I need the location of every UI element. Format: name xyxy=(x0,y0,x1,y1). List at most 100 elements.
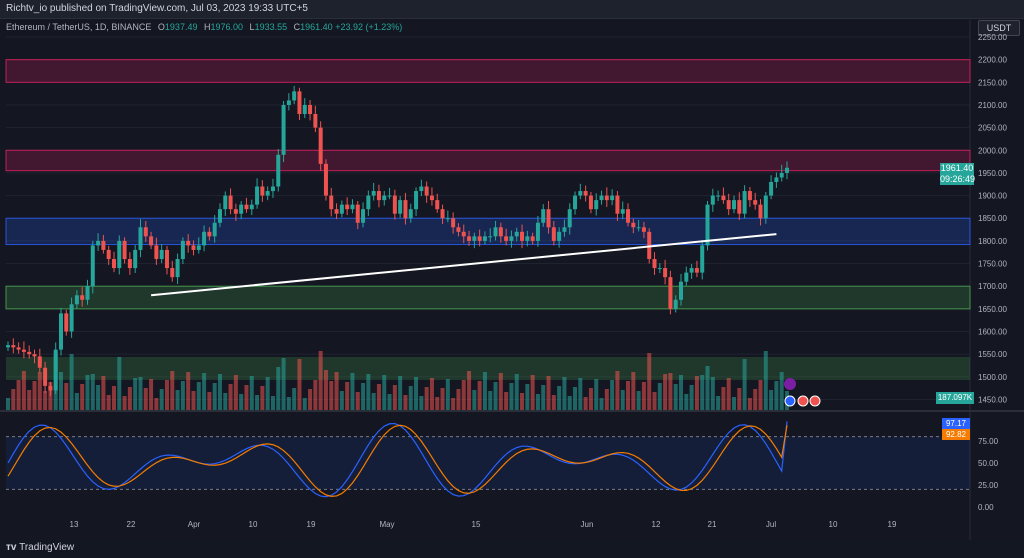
y-tick-label: 1900.00 xyxy=(978,192,1007,201)
volume-bar xyxy=(308,389,313,410)
candle xyxy=(732,200,737,210)
volume-bar xyxy=(164,380,169,410)
volume-bar xyxy=(588,388,593,410)
volume-bar xyxy=(435,397,440,410)
candle xyxy=(626,209,631,223)
volume-bar xyxy=(74,393,79,410)
volume-bar xyxy=(239,394,244,410)
footer: ᴛᴠ TradingView xyxy=(0,540,1024,558)
volume-bar xyxy=(726,378,731,410)
candle xyxy=(90,245,95,287)
candle xyxy=(164,249,169,269)
candle xyxy=(127,259,132,269)
candle xyxy=(721,195,726,201)
stoch-band xyxy=(6,436,970,490)
volume-bar xyxy=(281,358,286,410)
close-label: C xyxy=(293,22,301,32)
zone-pink xyxy=(5,149,971,172)
price-chart[interactable]: 2250.002200.002150.002100.002050.002000.… xyxy=(0,0,1024,540)
candle xyxy=(318,127,323,164)
volume-bar xyxy=(355,392,360,410)
candle xyxy=(212,222,217,237)
volume-bar xyxy=(244,385,249,410)
candle xyxy=(583,191,588,196)
volume-bar xyxy=(122,396,127,410)
publish-info: Richtv_io published on TradingView.com, … xyxy=(6,3,308,14)
y-tick-label: 1550.00 xyxy=(978,350,1007,359)
volume-bar xyxy=(779,372,784,410)
candle xyxy=(398,200,403,214)
volume-bar xyxy=(732,397,737,410)
volume-bar xyxy=(546,376,551,410)
candle xyxy=(217,209,222,223)
volume-bar xyxy=(127,387,132,410)
x-tick-label: 12 xyxy=(652,520,661,529)
volume-bar xyxy=(260,386,265,410)
candle xyxy=(376,191,381,201)
volume-bar xyxy=(573,387,578,410)
candle xyxy=(276,154,281,187)
candle xyxy=(159,249,164,260)
x-tick-label: 10 xyxy=(829,520,838,529)
volume-bar xyxy=(705,366,710,410)
candle xyxy=(424,186,429,196)
tradingview-logo[interactable]: ᴛᴠ TradingView xyxy=(6,542,75,553)
volume-bar xyxy=(525,384,530,410)
volume-bar xyxy=(196,382,201,410)
volume-bar xyxy=(763,351,768,410)
candle xyxy=(774,177,779,182)
volume-bar xyxy=(657,383,662,410)
volume-bar xyxy=(594,379,599,410)
volume-bar xyxy=(154,398,159,410)
volume-bar xyxy=(429,378,434,410)
candle xyxy=(260,186,265,196)
volume-bar xyxy=(689,385,694,410)
candle xyxy=(588,195,593,210)
symbol-legend[interactable]: Ethereum / TetherUS, 1D, BINANCE O1937.4… xyxy=(6,22,402,32)
candle xyxy=(154,245,159,260)
candle xyxy=(180,240,185,260)
y-tick-label: 1500.00 xyxy=(978,373,1007,382)
volume-bar xyxy=(297,359,302,410)
candle xyxy=(636,227,641,229)
volume-bar xyxy=(53,353,58,410)
candle xyxy=(769,181,774,196)
candle xyxy=(350,204,355,210)
candle xyxy=(339,204,344,214)
volume-bar xyxy=(700,375,705,410)
candle xyxy=(472,236,477,241)
candle xyxy=(504,236,509,241)
volume-bar xyxy=(202,373,207,410)
candle xyxy=(610,195,615,201)
stoch-d-line xyxy=(7,424,788,497)
volume-bar xyxy=(599,398,604,410)
candle xyxy=(233,209,238,214)
candle xyxy=(286,100,291,105)
zone-pink xyxy=(5,59,971,83)
volume-bar xyxy=(175,390,180,410)
volume-bar xyxy=(419,396,424,410)
volume-bar xyxy=(520,393,525,410)
candle xyxy=(133,249,138,269)
stoch-tick-label: 25.00 xyxy=(978,481,999,490)
candle xyxy=(249,204,254,210)
volume-bar xyxy=(551,395,556,410)
x-tick-label: May xyxy=(379,520,394,529)
volume-bar xyxy=(408,386,413,410)
currency-selector[interactable]: USDT xyxy=(978,20,1020,36)
volume-bar xyxy=(106,395,111,410)
candle xyxy=(620,209,625,214)
volume-bar xyxy=(737,388,742,410)
candle xyxy=(573,195,578,210)
volume-bar xyxy=(334,372,339,410)
candle xyxy=(562,227,567,232)
symbol-name[interactable]: Ethereum / TetherUS, 1D, BINANCE xyxy=(6,22,152,32)
candle xyxy=(535,222,540,241)
candle xyxy=(747,191,752,201)
volume-bar xyxy=(721,387,726,410)
y-tick-label: 2100.00 xyxy=(978,101,1007,110)
candle xyxy=(763,195,768,219)
volume-bar xyxy=(467,371,472,410)
candle xyxy=(477,236,482,241)
candle xyxy=(223,195,228,210)
